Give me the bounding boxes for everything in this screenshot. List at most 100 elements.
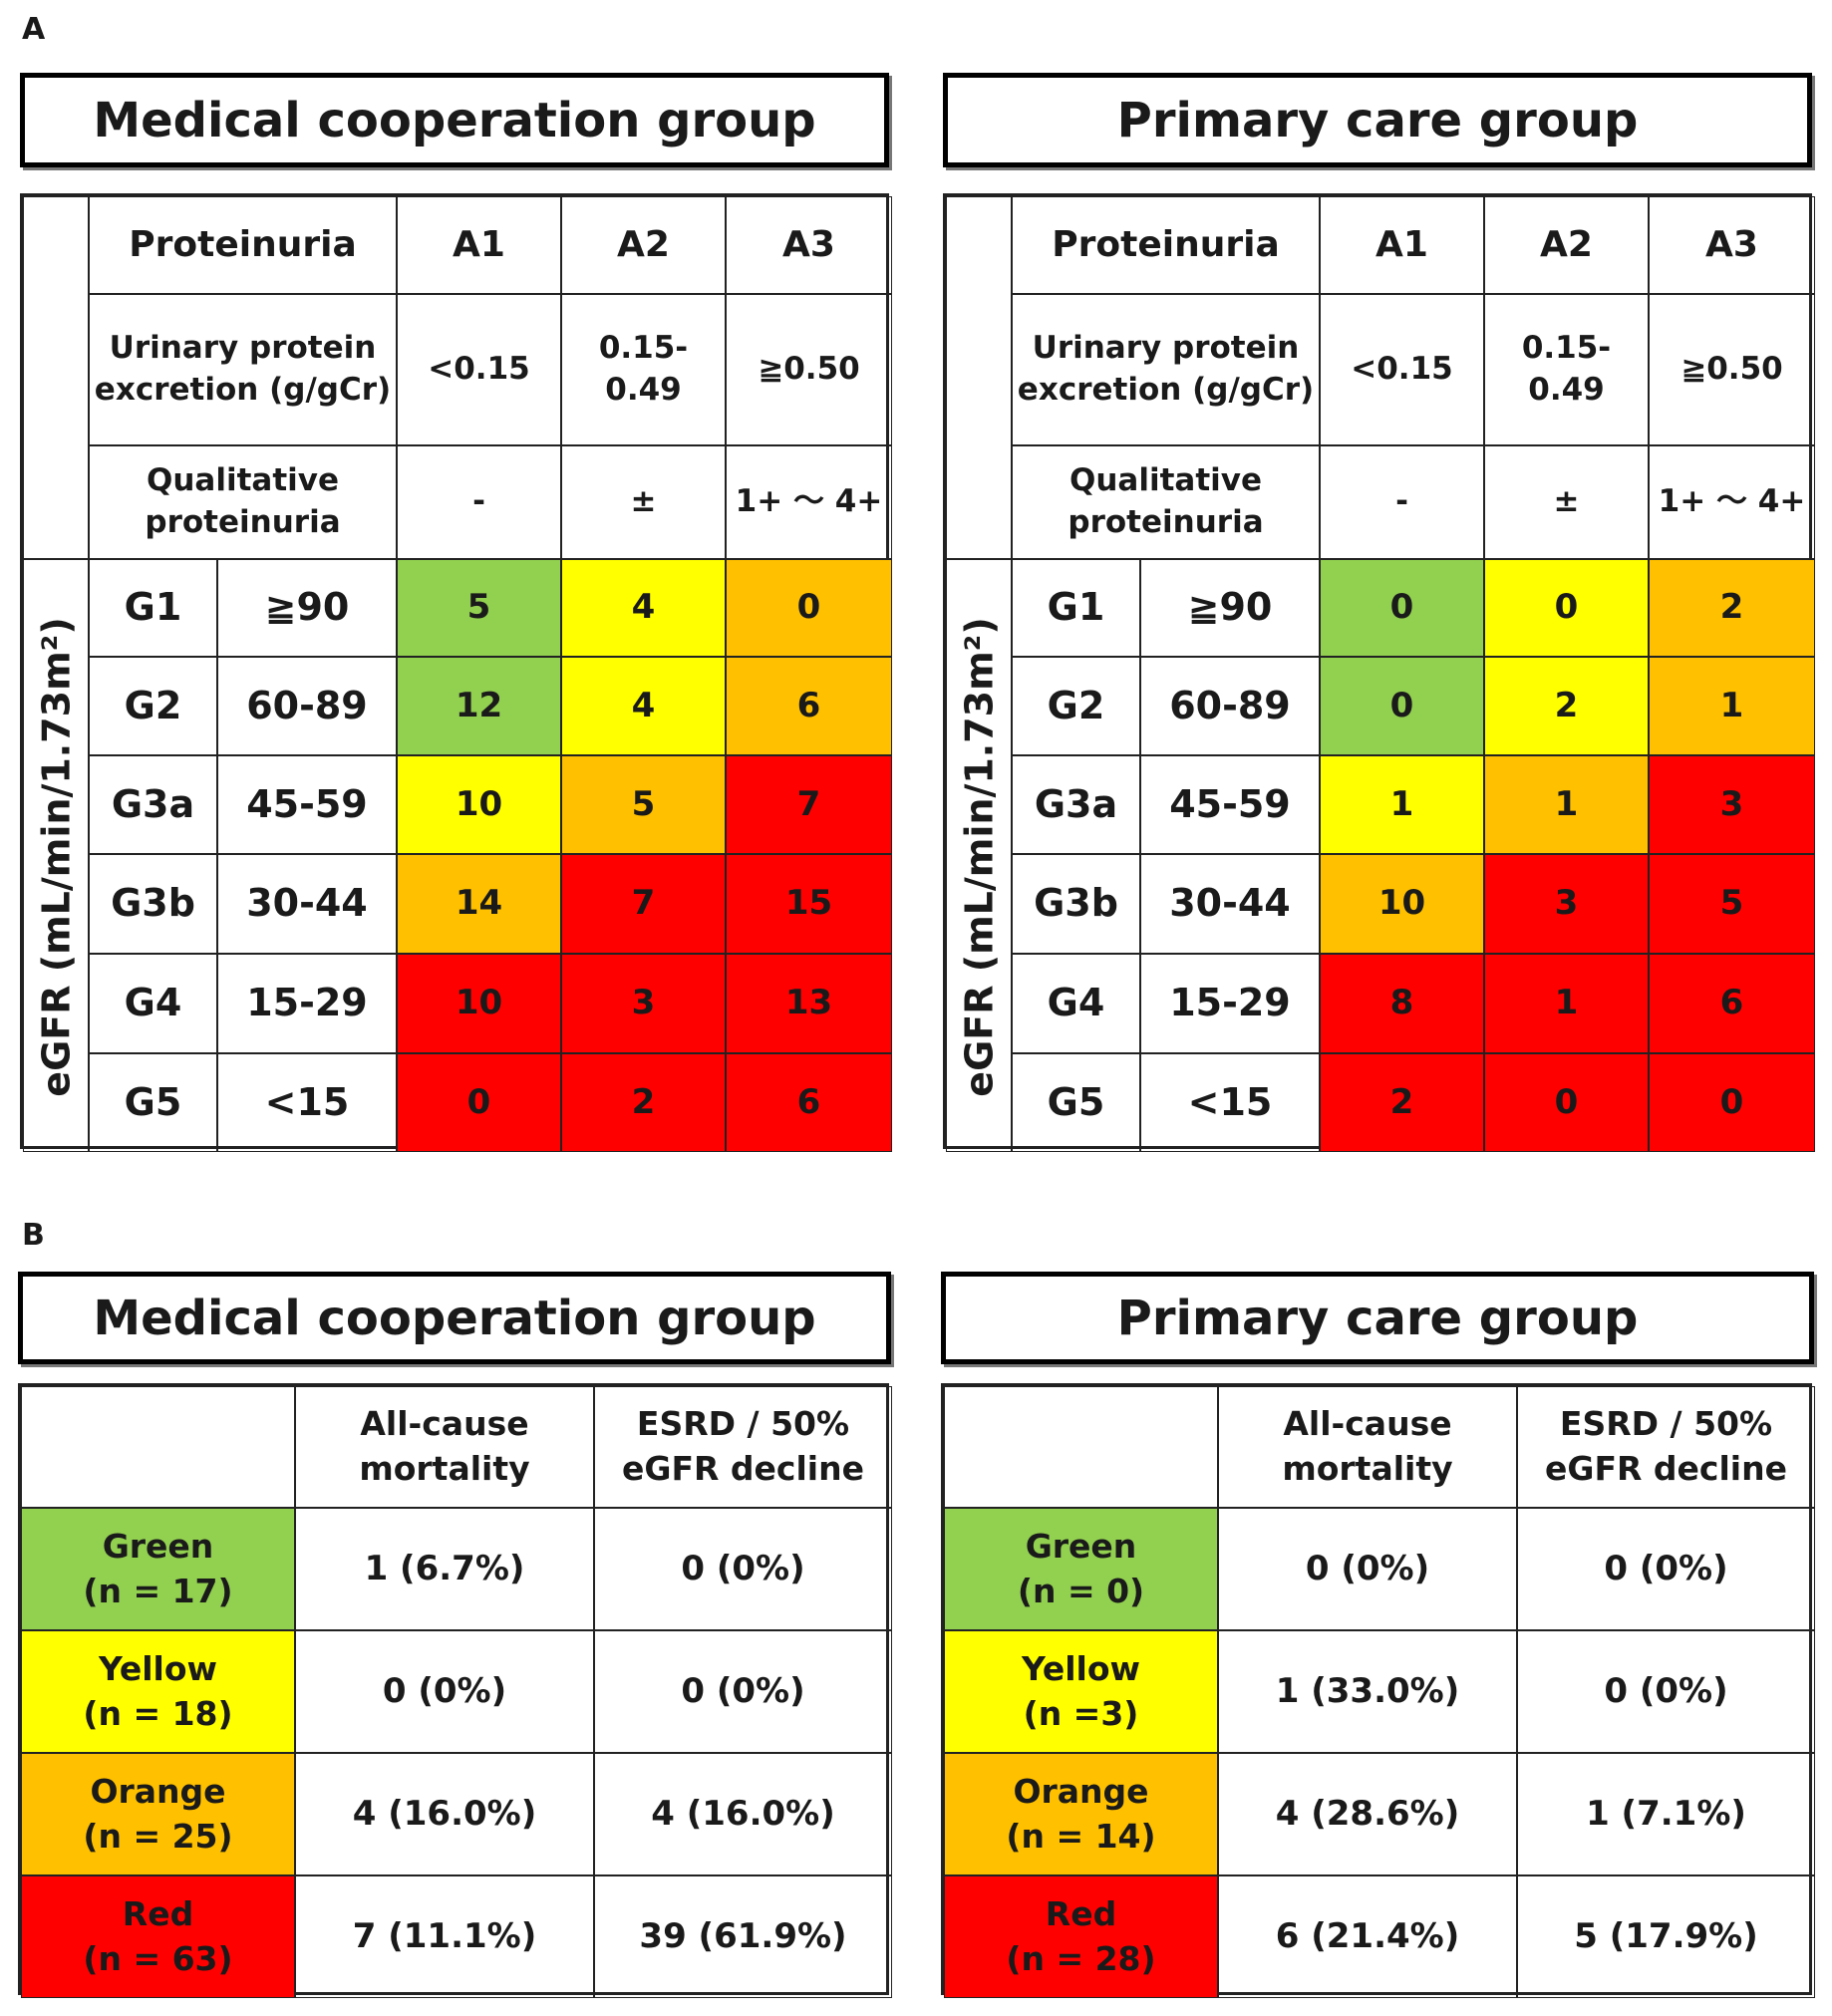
mortality-value: 6 (21.4%) <box>1218 1875 1517 1998</box>
stage-label: G3b <box>89 854 217 954</box>
stage-label: G5 <box>89 1053 217 1152</box>
risk-cell-red: 6 <box>726 1053 892 1152</box>
panel-b-medical-title: Medical cooperation group <box>18 1272 891 1364</box>
egfr-range: 60-89 <box>1140 657 1320 755</box>
proteinuria-header: Proteinuria <box>89 196 397 294</box>
risk-cell-yellow: 1 <box>1320 755 1484 854</box>
risk-group-count: (n = 0) <box>1017 1571 1145 1610</box>
risk-group-count: (n = 18) <box>83 1693 233 1733</box>
risk-group-name: Green <box>102 1526 214 1566</box>
egfr-range: 30-44 <box>1140 854 1320 954</box>
risk-group-name: Red <box>122 1893 194 1933</box>
egfr-axis-cell: eGFR (mL/min/1.73m²) <box>946 559 1012 1152</box>
risk-group-count: (n = 63) <box>83 1938 233 1978</box>
stage-label: G1 <box>1012 559 1140 657</box>
risk-group-orange: Orange (n = 25) <box>21 1753 295 1875</box>
urinary-protein-label: Urinary protein excretion (g/gCr) <box>1012 294 1320 445</box>
panel-b-primary-table: All-cause mortality ESRD / 50% eGFR decli… <box>941 1383 1815 1998</box>
risk-group-name: Orange <box>90 1771 226 1811</box>
upe-value-a2: 0.15-0.49 <box>561 294 726 445</box>
upe-value-a1: <0.15 <box>397 294 561 445</box>
egfr-axis-cell: eGFR (mL/min/1.73m²) <box>23 559 89 1152</box>
risk-cell-red: 6 <box>1649 954 1815 1053</box>
category-a3-header: A3 <box>726 196 892 294</box>
egfr-axis-label: eGFR (mL/min/1.73m²) <box>957 616 1002 1097</box>
risk-cell-red: 1 <box>1484 954 1649 1053</box>
proteinuria-header: Proteinuria <box>1012 196 1320 294</box>
risk-cell-red: 7 <box>561 854 726 954</box>
risk-group-count: (n =3) <box>1023 1693 1139 1733</box>
risk-group-red: Red (n = 63) <box>21 1875 295 1998</box>
mortality-value: 0 (0%) <box>1218 1508 1517 1630</box>
category-a3-header: A3 <box>1649 196 1815 294</box>
stage-label: G2 <box>1012 657 1140 755</box>
egfr-range: ≧90 <box>217 559 397 657</box>
esrd-value: 0 (0%) <box>1517 1630 1815 1753</box>
panel-b-primary-title: Primary care group <box>941 1272 1814 1364</box>
stage-label: G1 <box>89 559 217 657</box>
risk-cell-red: 3 <box>1649 755 1815 854</box>
esrd-decline-header: ESRD / 50% eGFR decline <box>594 1386 892 1508</box>
qual-value-a3: 1+ ～ 4+ <box>1649 445 1815 559</box>
risk-group-red: Red (n = 28) <box>944 1875 1218 1998</box>
upe-value-a2: 0.15-0.49 <box>1484 294 1649 445</box>
esrd-value: 5 (17.9%) <box>1517 1875 1815 1998</box>
risk-cell-red: 0 <box>397 1053 561 1152</box>
risk-cell-orange: 6 <box>726 657 892 755</box>
upe-value-a3: ≧0.50 <box>726 294 892 445</box>
esrd-value: 4 (16.0%) <box>594 1753 892 1875</box>
risk-cell-yellow: 10 <box>397 755 561 854</box>
header-blank-cell <box>23 196 89 559</box>
egfr-range: <15 <box>1140 1053 1320 1152</box>
risk-group-yellow: Yellow (n =3) <box>944 1630 1218 1753</box>
esrd-value: 1 (7.1%) <box>1517 1753 1815 1875</box>
risk-cell-orange: 5 <box>561 755 726 854</box>
risk-group-name: Red <box>1045 1893 1117 1933</box>
mortality-value: 4 (16.0%) <box>295 1753 594 1875</box>
panel-a-primary-table: Proteinuria Urinary protein excretion (g/… <box>943 193 1815 1152</box>
esrd-value: 0 (0%) <box>594 1630 892 1753</box>
header-blank-cell <box>946 196 1012 559</box>
risk-group-name: Green <box>1025 1526 1137 1566</box>
risk-cell-yellow: 0 <box>1484 559 1649 657</box>
stage-label: G3a <box>89 755 217 854</box>
risk-group-count: (n = 14) <box>1006 1816 1156 1856</box>
risk-group-yellow: Yellow (n = 18) <box>21 1630 295 1753</box>
risk-cell-orange: 10 <box>1320 854 1484 954</box>
category-a1-header: A1 <box>397 196 561 294</box>
upe-value-a3: ≧0.50 <box>1649 294 1815 445</box>
risk-group-count: (n = 28) <box>1006 1938 1156 1978</box>
esrd-decline-header: ESRD / 50% eGFR decline <box>1517 1386 1815 1508</box>
risk-group-count: (n = 17) <box>83 1571 233 1610</box>
qualitative-proteinuria-label: Qualitative proteinuria <box>1012 445 1320 559</box>
esrd-value: 0 (0%) <box>594 1508 892 1630</box>
risk-cell-red: 13 <box>726 954 892 1053</box>
egfr-range: 60-89 <box>217 657 397 755</box>
section-a-label: A <box>22 12 46 47</box>
mortality-value: 1 (6.7%) <box>295 1508 594 1630</box>
upe-value-a1: <0.15 <box>1320 294 1484 445</box>
risk-cell-orange: 1 <box>1484 755 1649 854</box>
esrd-value: 39 (61.9%) <box>594 1875 892 1998</box>
stage-label: G2 <box>89 657 217 755</box>
risk-cell-red: 2 <box>561 1053 726 1152</box>
egfr-range: 15-29 <box>217 954 397 1053</box>
egfr-range: ≧90 <box>1140 559 1320 657</box>
all-cause-mortality-header: All-cause mortality <box>295 1386 594 1508</box>
risk-cell-yellow: 4 <box>561 559 726 657</box>
egfr-range: <15 <box>217 1053 397 1152</box>
risk-cell-green: 0 <box>1320 559 1484 657</box>
qual-value-a2: ± <box>561 445 726 559</box>
risk-cell-red: 0 <box>1484 1053 1649 1152</box>
risk-group-green: Green (n = 0) <box>944 1508 1218 1630</box>
qual-value-a1: - <box>397 445 561 559</box>
qual-value-a2: ± <box>1484 445 1649 559</box>
section-b-label: B <box>22 1218 45 1253</box>
risk-group-name: Yellow <box>98 1648 218 1688</box>
risk-cell-orange: 0 <box>726 559 892 657</box>
qual-value-a1: - <box>1320 445 1484 559</box>
egfr-range: 30-44 <box>217 854 397 954</box>
risk-cell-red: 7 <box>726 755 892 854</box>
risk-cell-red: 0 <box>1649 1053 1815 1152</box>
mortality-value: 1 (33.0%) <box>1218 1630 1517 1753</box>
